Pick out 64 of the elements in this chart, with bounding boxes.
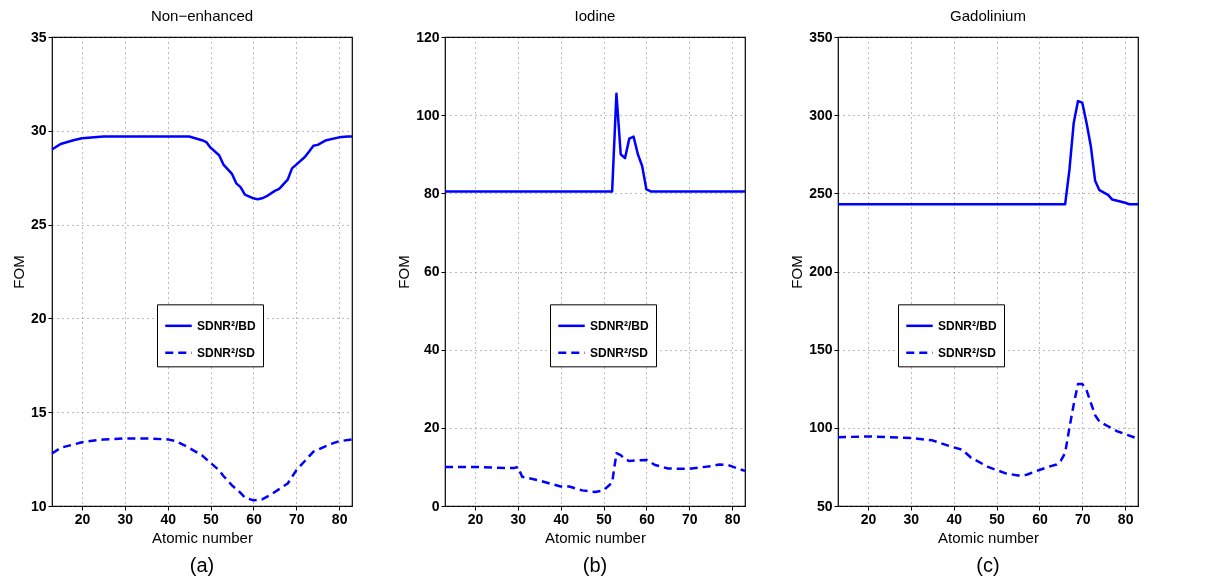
text: (b) xyxy=(582,554,608,576)
y-tick-label: 20 xyxy=(30,309,47,326)
x-tick-label: 40 xyxy=(553,510,570,527)
x-axis-title: Atomic number xyxy=(545,528,646,546)
line-series xyxy=(443,451,747,494)
line-series xyxy=(50,135,354,201)
y-tick-label: 100 xyxy=(416,106,440,123)
x-tick-label: 20 xyxy=(74,510,91,527)
legend-label: SDNR²/SD xyxy=(197,345,256,360)
x-axis-title: Atomic number xyxy=(938,528,1039,546)
x-tick-label: 20 xyxy=(467,510,484,527)
x-axis-title: Atomic number xyxy=(152,528,253,546)
chart-title: Iodine xyxy=(574,7,616,24)
x-tick-label: 30 xyxy=(510,510,527,527)
x-tick-label: 60 xyxy=(1032,510,1048,527)
text: (c) xyxy=(976,554,1000,576)
y-tick-label: 20 xyxy=(423,419,440,436)
line-series xyxy=(443,92,747,193)
legend-label: SDNR²/BD xyxy=(197,318,256,333)
y-tick-label: 30 xyxy=(30,122,47,139)
x-tick-label: 60 xyxy=(246,510,262,527)
x-tick-label: 40 xyxy=(946,510,963,527)
y-tick-label: 200 xyxy=(809,263,833,279)
x-tick-label: 80 xyxy=(724,510,741,527)
legend-label: SDNR²/SD xyxy=(590,345,649,360)
x-tick-label: 80 xyxy=(1117,510,1134,527)
x-tick-label: 50 xyxy=(596,510,613,527)
text: (a) xyxy=(189,554,215,576)
y-tick-label: 120 xyxy=(416,28,440,45)
y-tick-label: 250 xyxy=(809,184,833,201)
line-series xyxy=(50,437,354,502)
chart-title: Gadolinium xyxy=(950,7,1026,24)
x-tick-label: 70 xyxy=(1075,510,1091,527)
x-tick-label: 50 xyxy=(203,510,220,527)
y-tick-label: 150 xyxy=(809,341,833,358)
x-tick-label: 40 xyxy=(160,510,177,527)
y-tick-label: 80 xyxy=(423,184,440,201)
x-tick-label: 60 xyxy=(639,510,655,527)
y-tick-label: 40 xyxy=(423,341,440,358)
y-tick-label: 60 xyxy=(423,263,440,279)
y-tick-label: 50 xyxy=(816,497,833,514)
legend-label: SDNR²/BD xyxy=(938,318,997,333)
y-axis-title: FOM xyxy=(788,255,806,289)
x-tick-label: 20 xyxy=(860,510,877,527)
y-tick-label: 35 xyxy=(30,28,47,45)
x-tick-label: 50 xyxy=(989,510,1006,527)
y-axis-title: FOM xyxy=(395,255,413,289)
x-tick-label: 30 xyxy=(117,510,134,527)
chart-title: Non−enhanced xyxy=(150,7,254,24)
x-tick-label: 30 xyxy=(903,510,920,527)
y-tick-label: 0 xyxy=(431,497,440,514)
line-series xyxy=(836,99,1140,206)
y-tick-label: 25 xyxy=(30,216,47,233)
y-tick-label: 10 xyxy=(30,497,47,514)
legend-label: SDNR²/SD xyxy=(938,345,997,360)
legend-label: SDNR²/BD xyxy=(590,318,649,333)
x-tick-label: 70 xyxy=(289,510,305,527)
y-tick-label: 100 xyxy=(809,419,833,436)
x-tick-label: 80 xyxy=(331,510,348,527)
y-tick-label: 350 xyxy=(809,28,833,45)
y-tick-label: 15 xyxy=(30,403,47,420)
y-tick-label: 300 xyxy=(809,106,833,123)
x-tick-label: 70 xyxy=(682,510,698,527)
y-axis-title: FOM xyxy=(9,255,27,289)
